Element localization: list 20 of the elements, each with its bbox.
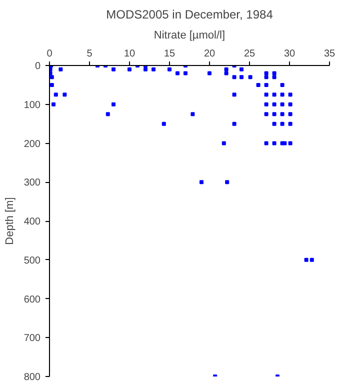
x-tick-label: 15 [164, 48, 176, 60]
y-axis-title: Depth [m] [4, 197, 16, 245]
y-tick-label: 700 [24, 333, 41, 344]
y-tick-label: 100 [24, 100, 41, 111]
y-tick-label: 400 [24, 216, 41, 228]
y-tick-label: 800 [24, 372, 41, 383]
x-tick-label: 25 [244, 48, 256, 60]
x-tick-label: 30 [284, 48, 296, 60]
x-axis-title: Nitrate [µmol/l] [154, 30, 226, 42]
y-tick-label: 0 [34, 61, 41, 72]
y-tick-label: 500 [24, 255, 41, 266]
x-tick-label: 0 [46, 48, 53, 60]
x-tick-label: 5 [86, 48, 93, 60]
x-tick-label: 10 [124, 48, 136, 60]
y-tick-label: 200 [24, 138, 41, 150]
y-tick-label: 600 [24, 294, 41, 306]
x-tick-label: 20 [204, 48, 216, 60]
chart-title: MODS2005 in December, 1984 [106, 8, 274, 22]
x-tick-label: 35 [324, 48, 336, 60]
y-tick-label: 300 [24, 178, 41, 189]
